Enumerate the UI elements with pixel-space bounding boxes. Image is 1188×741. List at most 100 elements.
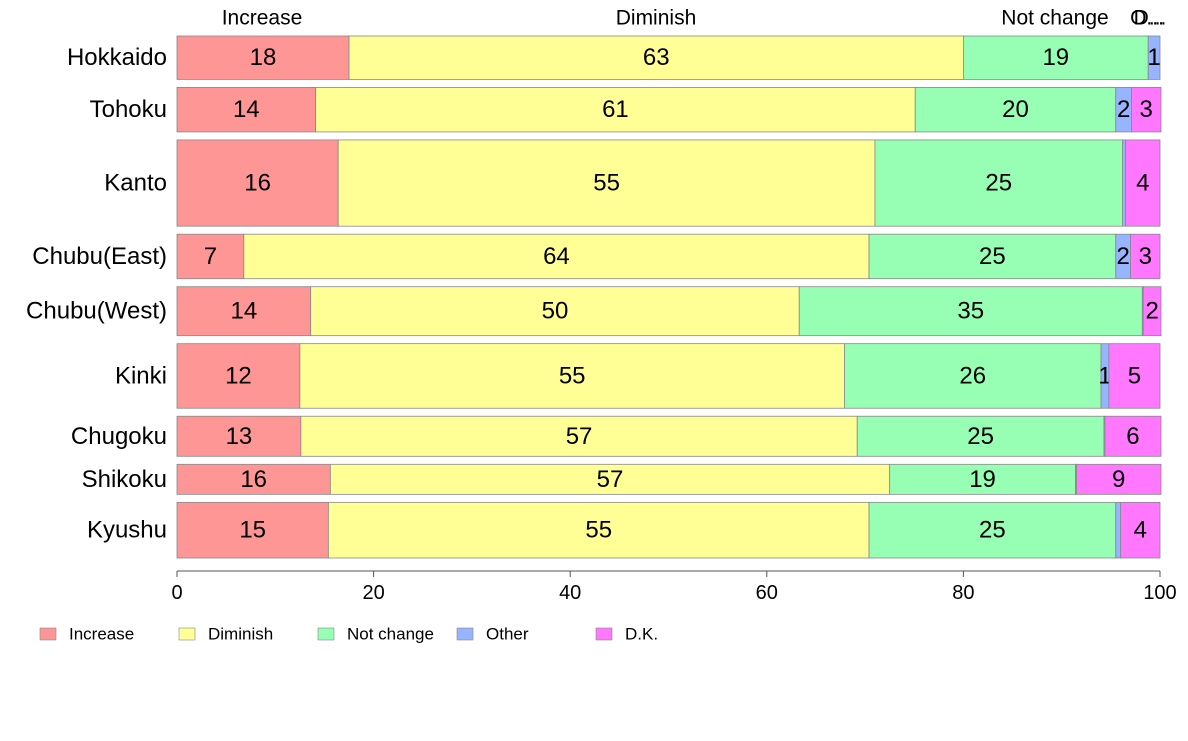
- segment-value-label: 5: [1128, 362, 1141, 389]
- segment-value-label: 1: [1147, 44, 1160, 71]
- segment-value-label: 57: [566, 423, 593, 450]
- bar-segment: [798, 286, 1143, 337]
- legend-item: D.K.: [595, 625, 658, 644]
- bar-segment: [176, 343, 301, 409]
- segment-value-label: 64: [543, 243, 570, 270]
- category-label: Tohoku: [90, 96, 167, 123]
- legend-label: Diminish: [208, 625, 273, 644]
- x-tick-label: 80: [952, 582, 974, 604]
- bar-segment: [1147, 35, 1161, 80]
- segment-value-label: 4: [1136, 170, 1149, 197]
- segment-value-label: 26: [959, 362, 986, 389]
- legend-swatch: [39, 627, 57, 641]
- bar-segment: [868, 501, 1117, 559]
- series-top-label: Not change: [1001, 7, 1108, 30]
- category-label: Chubu(East): [32, 243, 167, 270]
- bar-segment: [1115, 501, 1122, 559]
- segment-value-label: 1: [1098, 362, 1111, 389]
- legend-swatch: [178, 627, 196, 641]
- x-tick-label: 20: [362, 582, 384, 604]
- bar-segment: [300, 415, 858, 457]
- category-label: Hokkaido: [67, 44, 167, 71]
- legend-item: Other: [456, 625, 529, 644]
- bar-segment: [1131, 87, 1162, 133]
- legend: Increase Diminish Not change Other D.K.: [39, 625, 658, 644]
- x-tick-label: 0: [171, 582, 182, 604]
- segment-value-label: 35: [957, 298, 984, 325]
- segment-value-label: 2: [1145, 298, 1158, 325]
- segment-value-label: 61: [602, 96, 629, 123]
- series-top-labels: Increase Diminish Not change O...D...: [222, 7, 1167, 30]
- bar-segment: [1076, 463, 1162, 495]
- bar-row-shikoku: 16 57 19 9: [176, 463, 1162, 495]
- bar-row-kinki: 12 55 26 1 5: [176, 343, 1161, 409]
- segment-value-label: 25: [979, 517, 1006, 544]
- bar-segment: [1122, 139, 1126, 227]
- bar-segment: [963, 35, 1149, 80]
- bar-segment: [176, 233, 245, 280]
- bar-segment: [176, 286, 312, 337]
- legend-label: Increase: [69, 625, 134, 644]
- legend-swatch: [595, 627, 613, 641]
- segment-value-label: 57: [597, 466, 624, 493]
- segment-value-label: 18: [250, 44, 277, 71]
- bar-segment: [176, 463, 331, 495]
- bar-segment: [914, 87, 1117, 133]
- series-top-label: D...: [1134, 7, 1167, 30]
- x-tick-label: 60: [756, 582, 778, 604]
- segment-value-label: 25: [979, 243, 1006, 270]
- segment-value-label: 50: [542, 298, 569, 325]
- bar-row-chubu-east-: 7 64 25 2 3: [176, 233, 1161, 280]
- category-label: Chugoku: [71, 423, 167, 450]
- x-tick-label: 40: [559, 582, 581, 604]
- segment-value-label: 4: [1134, 517, 1147, 544]
- segment-value-label: 15: [239, 517, 266, 544]
- bar-row-kyushu: 15 55 25 4: [176, 501, 1161, 559]
- series-top-label: Increase: [222, 7, 303, 30]
- segment-value-label: 16: [244, 170, 271, 197]
- bar-segment: [1125, 139, 1161, 227]
- bar-segment: [868, 233, 1117, 280]
- segment-value-label: 3: [1140, 96, 1153, 123]
- segment-value-label: 20: [1002, 96, 1029, 123]
- bar-row-chugoku: 13 57 25 6: [176, 415, 1162, 457]
- bar-segment: [176, 501, 329, 559]
- segment-value-label: 25: [967, 423, 994, 450]
- legend-label: Not change: [347, 625, 434, 644]
- bar-segment: [874, 139, 1124, 227]
- bar-segment: [1142, 286, 1162, 337]
- segment-value-label: 3: [1139, 243, 1152, 270]
- bar-segment: [310, 286, 800, 337]
- legend-swatch: [456, 627, 474, 641]
- series-top-label: Diminish: [616, 7, 697, 30]
- bar-segment: [299, 343, 845, 409]
- segment-value-label: 14: [230, 298, 257, 325]
- segment-value-label: 7: [204, 243, 217, 270]
- segment-value-label: 9: [1112, 466, 1125, 493]
- category-label: Chubu(West): [26, 298, 167, 325]
- bar-segment: [1108, 343, 1161, 409]
- category-label: Shikoku: [82, 466, 167, 493]
- bar-segment: [1120, 501, 1161, 559]
- bar-row-kanto: 16 55 25 4: [176, 139, 1161, 227]
- category-label: Kanto: [104, 170, 167, 197]
- legend-swatch: [317, 627, 335, 641]
- segment-value-label: 16: [240, 466, 267, 493]
- bar-segment: [176, 139, 339, 227]
- series-top-label: O...: [1130, 7, 1164, 30]
- bar-segment: [844, 343, 1102, 409]
- bar-segment: [1104, 415, 1162, 457]
- legend-label: D.K.: [625, 625, 658, 644]
- category-label: Kinki: [115, 362, 167, 389]
- bar-row-tohoku: 14 61 20 2 3: [176, 87, 1162, 133]
- segment-value-label: 55: [593, 170, 620, 197]
- bars-layer: 18 63 19 114 61 20 2 316 55 25 47 64 25 2 314 50 35 212 55…: [176, 35, 1162, 559]
- segment-value-label: 55: [559, 362, 586, 389]
- bar-segment: [348, 35, 964, 80]
- segment-value-label: 12: [225, 362, 252, 389]
- segment-value-label: 25: [985, 170, 1012, 197]
- legend-label: Other: [486, 625, 529, 644]
- category-labels: Hokkaido Tohoku Kanto Chubu(East) Chubu(West…: [26, 44, 167, 543]
- segment-value-label: 13: [226, 423, 253, 450]
